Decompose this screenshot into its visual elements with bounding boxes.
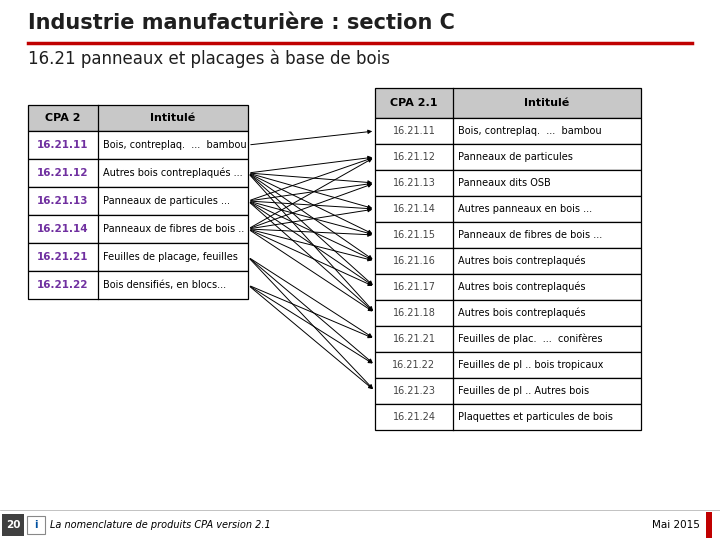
Bar bbox=[375, 326, 641, 352]
Text: Industrie manufacturière : section C: Industrie manufacturière : section C bbox=[28, 13, 455, 33]
Bar bbox=[375, 170, 641, 196]
Text: 20: 20 bbox=[6, 520, 20, 530]
Text: 16.21 panneaux et placages à base de bois: 16.21 panneaux et placages à base de boi… bbox=[28, 50, 390, 69]
Text: Plaquettes et particules de bois: Plaquettes et particules de bois bbox=[458, 412, 613, 422]
Bar bbox=[28, 271, 248, 299]
Text: Autres bois contreplaqués: Autres bois contreplaqués bbox=[458, 308, 585, 318]
Bar bbox=[375, 300, 641, 326]
Bar bbox=[28, 215, 248, 243]
Text: Intitulé: Intitulé bbox=[524, 98, 570, 108]
Bar bbox=[375, 378, 641, 404]
Bar bbox=[375, 352, 641, 378]
Text: Feuilles de placage, feuilles: Feuilles de placage, feuilles bbox=[103, 252, 238, 262]
Text: 16.21.12: 16.21.12 bbox=[37, 168, 89, 178]
Bar bbox=[375, 196, 641, 222]
Text: Panneaux dits OSB: Panneaux dits OSB bbox=[458, 178, 551, 188]
Text: Bois, contreplaq.  ...  bambou: Bois, contreplaq. ... bambou bbox=[103, 140, 247, 150]
Text: 16.21.16: 16.21.16 bbox=[392, 256, 436, 266]
Text: Bois, contreplaq.  ...  bambou: Bois, contreplaq. ... bambou bbox=[458, 126, 602, 136]
Bar bbox=[375, 88, 641, 118]
Bar bbox=[28, 159, 248, 187]
Bar bbox=[706, 512, 712, 538]
Bar bbox=[28, 243, 248, 271]
Bar bbox=[375, 248, 641, 274]
Text: Autres bois contreplaqués: Autres bois contreplaqués bbox=[458, 256, 585, 266]
Text: 16.21.14: 16.21.14 bbox=[392, 204, 436, 214]
Text: Bois densifiés, en blocs...: Bois densifiés, en blocs... bbox=[103, 280, 226, 290]
Text: Feuilles de plac.  ...  conifères: Feuilles de plac. ... conifères bbox=[458, 334, 603, 345]
Text: 16.21.11: 16.21.11 bbox=[392, 126, 436, 136]
Text: Panneaux de fibres de bois ..: Panneaux de fibres de bois .. bbox=[103, 224, 244, 234]
Text: i: i bbox=[35, 520, 37, 530]
Text: 16.21.12: 16.21.12 bbox=[392, 152, 436, 162]
Text: 16.21.15: 16.21.15 bbox=[392, 230, 436, 240]
Text: 16.21.21: 16.21.21 bbox=[392, 334, 436, 344]
Text: Autres panneaux en bois ...: Autres panneaux en bois ... bbox=[458, 204, 592, 214]
Bar bbox=[375, 118, 641, 144]
Text: CPA 2: CPA 2 bbox=[45, 113, 81, 123]
Text: Feuilles de pl .. Autres bois: Feuilles de pl .. Autres bois bbox=[458, 386, 589, 396]
Bar bbox=[2, 514, 24, 536]
Text: 16.21.23: 16.21.23 bbox=[392, 386, 436, 396]
Text: 16.21.14: 16.21.14 bbox=[37, 224, 89, 234]
Text: Autres bois contreplaqués: Autres bois contreplaqués bbox=[458, 282, 585, 292]
Text: Intitulé: Intitulé bbox=[150, 113, 196, 123]
Bar bbox=[375, 222, 641, 248]
Text: 16.21.17: 16.21.17 bbox=[392, 282, 436, 292]
Text: Mai 2015: Mai 2015 bbox=[652, 520, 700, 530]
Bar bbox=[375, 404, 641, 430]
Text: Panneaux de particules ...: Panneaux de particules ... bbox=[103, 196, 230, 206]
Text: 16.21.13: 16.21.13 bbox=[392, 178, 436, 188]
Text: Autres bois contreplaqués ...: Autres bois contreplaqués ... bbox=[103, 168, 243, 178]
Text: 16.21.11: 16.21.11 bbox=[37, 140, 89, 150]
Bar bbox=[28, 105, 248, 131]
Text: CPA 2.1: CPA 2.1 bbox=[390, 98, 438, 108]
Text: 16.21.21: 16.21.21 bbox=[37, 252, 89, 262]
Bar bbox=[0, 510, 720, 540]
Text: Panneaux de particules: Panneaux de particules bbox=[458, 152, 573, 162]
Text: 16.21.18: 16.21.18 bbox=[392, 308, 436, 318]
Bar bbox=[375, 274, 641, 300]
Bar bbox=[28, 131, 248, 159]
Text: 16.21.22: 16.21.22 bbox=[392, 360, 436, 370]
Bar bbox=[28, 187, 248, 215]
Text: 16.21.24: 16.21.24 bbox=[392, 412, 436, 422]
Text: Panneaux de fibres de bois ...: Panneaux de fibres de bois ... bbox=[458, 230, 602, 240]
Bar bbox=[27, 516, 45, 534]
Text: 16.21.22: 16.21.22 bbox=[37, 280, 89, 290]
Text: 16.21.13: 16.21.13 bbox=[37, 196, 89, 206]
Bar bbox=[375, 144, 641, 170]
Text: La nomenclature de produits CPA version 2.1: La nomenclature de produits CPA version … bbox=[50, 520, 271, 530]
Text: Feuilles de pl .. bois tropicaux: Feuilles de pl .. bois tropicaux bbox=[458, 360, 603, 370]
